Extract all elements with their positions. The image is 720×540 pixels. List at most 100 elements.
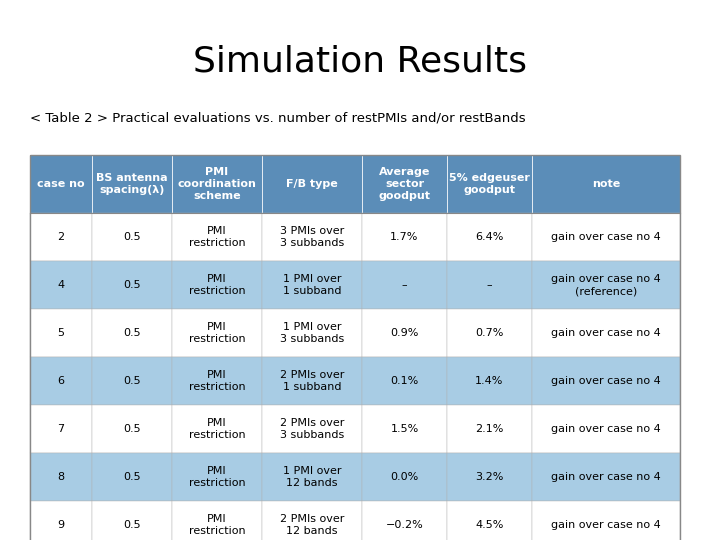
Text: PMI
restriction: PMI restriction [189,322,246,344]
Bar [172,453,262,501]
Bar [92,213,172,261]
Bar [30,309,92,357]
Bar [262,357,362,405]
Bar [362,501,447,540]
Text: PMI
restriction: PMI restriction [189,274,246,296]
Text: 2 PMIs over
3 subbands: 2 PMIs over 3 subbands [280,418,344,440]
Bar [532,453,680,501]
Text: 1.4%: 1.4% [475,376,504,386]
Text: 2: 2 [58,232,65,242]
Bar [172,213,262,261]
Text: 0.5: 0.5 [123,232,141,242]
Text: gain over case no 4: gain over case no 4 [551,328,661,338]
Text: 0.5: 0.5 [123,280,141,290]
Bar [262,501,362,540]
Text: PMI
restriction: PMI restriction [189,514,246,536]
Text: gain over case no 4: gain over case no 4 [551,424,661,434]
Bar [92,357,172,405]
Text: PMI
restriction: PMI restriction [189,370,246,392]
Bar [92,501,172,540]
Bar [447,453,532,501]
Text: BS antenna
spacing(λ): BS antenna spacing(λ) [96,173,168,195]
Bar [30,357,92,405]
Text: 2 PMIs over
1 subband: 2 PMIs over 1 subband [280,370,344,392]
Bar [92,405,172,453]
Bar [30,155,92,213]
Bar [532,155,680,213]
Text: 0.5: 0.5 [123,472,141,482]
Text: 2 PMIs over
12 bands: 2 PMIs over 12 bands [280,514,344,536]
Text: −0.2%: −0.2% [386,520,423,530]
Text: PMI
restriction: PMI restriction [189,226,246,248]
Text: 9: 9 [58,520,65,530]
Bar [30,405,92,453]
Bar [362,453,447,501]
Bar [92,155,172,213]
Bar [30,501,92,540]
Bar [362,213,447,261]
Bar [447,155,532,213]
Bar [532,213,680,261]
Text: 3 PMIs over
3 subbands: 3 PMIs over 3 subbands [280,226,344,248]
Bar [172,261,262,309]
Text: PMI
restriction: PMI restriction [189,418,246,440]
Text: 1.5%: 1.5% [390,424,418,434]
Text: 1 PMI over
12 bands: 1 PMI over 12 bands [283,466,341,488]
Text: gain over case no 4
(reference): gain over case no 4 (reference) [551,274,661,296]
Text: case no: case no [37,179,85,189]
Text: F/B type: F/B type [286,179,338,189]
Text: 3.2%: 3.2% [475,472,504,482]
Bar [447,261,532,309]
Bar [362,357,447,405]
Text: 1 PMI over
1 subband: 1 PMI over 1 subband [283,274,341,296]
Text: 0.9%: 0.9% [390,328,419,338]
Text: PMI
restriction: PMI restriction [189,466,246,488]
Text: 0.5: 0.5 [123,520,141,530]
Bar [447,405,532,453]
Text: note: note [592,179,620,189]
Text: < Table 2 > Practical evaluations vs. number of restPMIs and/or restBands: < Table 2 > Practical evaluations vs. nu… [30,111,526,125]
Bar [172,155,262,213]
Text: 0.7%: 0.7% [475,328,504,338]
Text: –: – [487,280,492,290]
Text: 0.5: 0.5 [123,328,141,338]
Bar [262,309,362,357]
Bar [262,405,362,453]
Bar [30,453,92,501]
Text: gain over case no 4: gain over case no 4 [551,376,661,386]
Bar [447,357,532,405]
Bar [262,261,362,309]
Bar [262,155,362,213]
Bar [92,309,172,357]
Text: 0.0%: 0.0% [390,472,418,482]
Text: 1 PMI over
3 subbands: 1 PMI over 3 subbands [280,322,344,344]
Text: 0.1%: 0.1% [390,376,418,386]
Bar [447,501,532,540]
Bar [447,309,532,357]
Text: gain over case no 4: gain over case no 4 [551,520,661,530]
Bar [532,309,680,357]
Text: 7: 7 [58,424,65,434]
Text: Average
sector
goodput: Average sector goodput [379,167,431,201]
Text: Simulation Results: Simulation Results [193,45,527,79]
Bar [172,405,262,453]
Bar [92,261,172,309]
Text: 5% edgeuser
goodput: 5% edgeuser goodput [449,173,530,195]
Bar [262,213,362,261]
Text: gain over case no 4: gain over case no 4 [551,472,661,482]
Text: 6: 6 [58,376,65,386]
Bar [30,261,92,309]
Bar [532,405,680,453]
Bar [362,405,447,453]
Text: 0.5: 0.5 [123,424,141,434]
Bar [532,501,680,540]
Text: 0.5: 0.5 [123,376,141,386]
Bar [30,155,680,540]
Bar [92,453,172,501]
Bar [362,309,447,357]
Text: PMI
coordination
scheme: PMI coordination scheme [178,167,256,201]
Bar [172,357,262,405]
Text: gain over case no 4: gain over case no 4 [551,232,661,242]
Bar [447,213,532,261]
Bar [30,213,92,261]
